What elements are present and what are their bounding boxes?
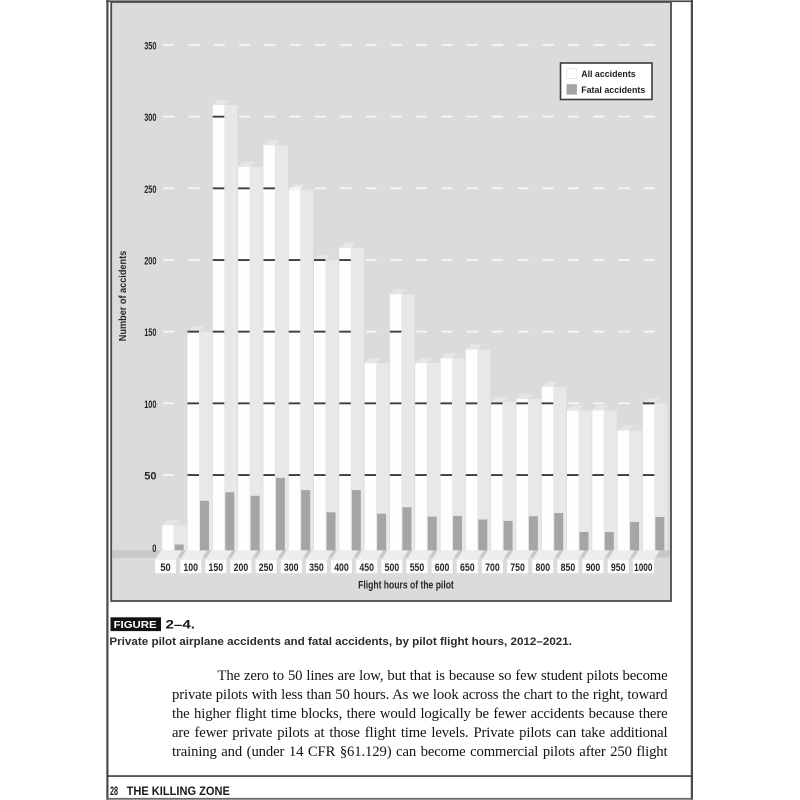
- svg-text:100: 100: [183, 562, 198, 574]
- svg-text:900: 900: [586, 562, 601, 574]
- svg-text:800: 800: [536, 562, 551, 574]
- svg-text:350: 350: [309, 562, 324, 574]
- svg-text:1000: 1000: [634, 562, 652, 574]
- svg-text:200: 200: [234, 562, 249, 574]
- svg-text:300: 300: [284, 562, 299, 574]
- svg-text:750: 750: [510, 562, 525, 574]
- svg-text:150: 150: [144, 327, 156, 339]
- svg-text:450: 450: [359, 562, 374, 574]
- svg-text:300: 300: [144, 112, 156, 124]
- svg-text:650: 650: [460, 562, 475, 574]
- svg-text:0: 0: [152, 543, 156, 555]
- svg-text:950: 950: [611, 562, 626, 574]
- svg-text:THE KILLING ZONE: THE KILLING ZONE: [127, 784, 230, 798]
- svg-text:2–4.: 2–4.: [166, 619, 196, 631]
- svg-text:Number of accidents: Number of accidents: [118, 251, 129, 342]
- svg-text:Fatal accidents: Fatal accidents: [581, 85, 645, 96]
- svg-text:700: 700: [485, 562, 500, 574]
- svg-text:150: 150: [209, 562, 224, 574]
- svg-text:All accidents: All accidents: [581, 69, 636, 80]
- svg-text:550: 550: [410, 562, 425, 574]
- svg-text:250: 250: [144, 184, 156, 196]
- svg-text:50: 50: [144, 471, 156, 483]
- svg-text:400: 400: [334, 562, 349, 574]
- svg-text:50: 50: [160, 562, 170, 574]
- svg-text:500: 500: [385, 562, 400, 574]
- svg-text:250: 250: [259, 562, 274, 574]
- svg-text:350: 350: [144, 41, 156, 53]
- svg-text:FIGURE: FIGURE: [114, 620, 158, 631]
- svg-text:100: 100: [144, 399, 156, 411]
- svg-text:850: 850: [561, 562, 576, 574]
- svg-text:600: 600: [435, 562, 450, 574]
- svg-text:Private pilot airplane acciden: Private pilot airplane accidents and fat…: [109, 636, 572, 648]
- svg-text:200: 200: [144, 256, 156, 268]
- svg-text:28: 28: [110, 784, 118, 798]
- svg-text:Flight hours of the pilot: Flight hours of the pilot: [358, 579, 454, 591]
